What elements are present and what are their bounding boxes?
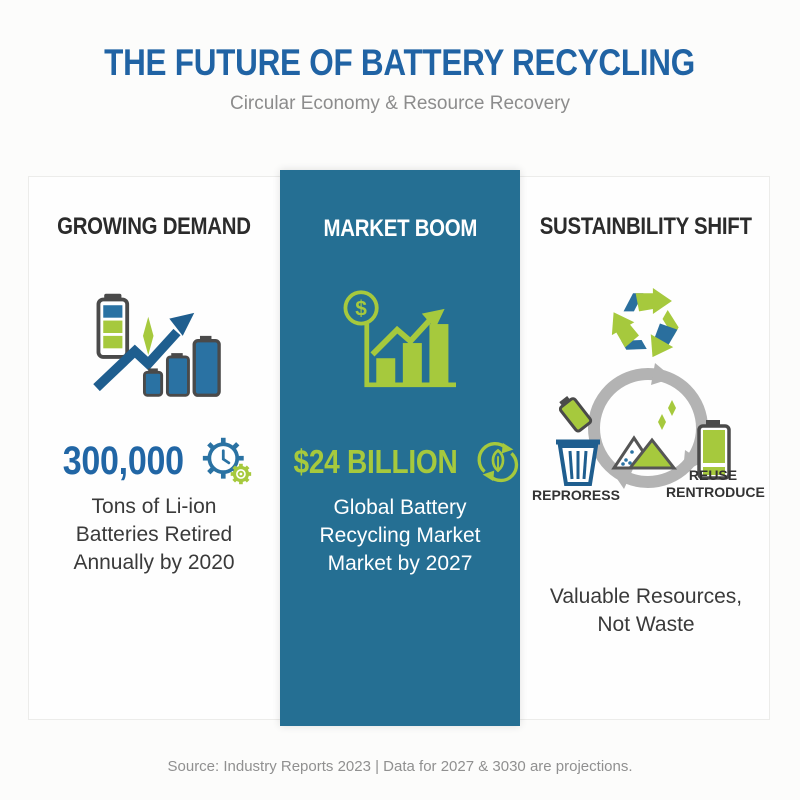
market-boom-heading: MARKET BOOM <box>323 215 477 242</box>
growing-demand-heading: GROWING DEMAND <box>57 213 251 240</box>
growing-demand-description: Tons of Li-ion Batteries Retired Annuall… <box>73 495 235 574</box>
column-growing-demand: GROWING DEMAND 300,000 <box>28 176 280 720</box>
cycle-label-reuse-reintroduce: REUSE RENTRODUCE <box>666 467 765 500</box>
battery-lifecycle-icon <box>556 363 731 489</box>
dollar-bar-chart-icon: $ <box>343 290 456 388</box>
column-sustainability-shift: SUSTAINBILITY SHIFT <box>522 176 770 720</box>
cycle-label-reprocess: REPRORESS <box>532 487 620 503</box>
battery-growth-chart-icon <box>93 293 221 397</box>
dollar-sign: $ <box>355 298 367 321</box>
discarded-battery-icon <box>558 396 593 433</box>
column-market-boom: MARKET BOOM $ $24 BILLION Global Batter <box>280 170 520 726</box>
sustainability-shift-heading: SUSTAINBILITY SHIFT <box>540 213 753 240</box>
page-title-text: THE FUTURE OF BATTERY RECYCLING <box>104 42 696 83</box>
sustainability-shift-description: Valuable Resources, Not Waste <box>549 585 743 636</box>
stat-300000: 300,000 <box>62 438 184 483</box>
growing-demand-stat: 300,000 <box>52 435 257 487</box>
gear-clock-icon <box>203 437 252 485</box>
recycle-triangle-icon <box>611 288 679 358</box>
leaf-recycle-icon <box>477 442 519 483</box>
battery-lifecycle-diagram: REPRORESS REUSE RENTRODUCE <box>526 360 766 535</box>
market-boom-stat: $24 BILLION <box>279 438 522 486</box>
page-title: THE FUTURE OF BATTERY RECYCLING <box>0 42 800 84</box>
market-boom-description: Global Battery Recycling Market Market b… <box>319 496 481 575</box>
page-subtitle: Circular Economy & Resource Recovery <box>229 93 570 114</box>
stat-24-billion: $24 BILLION <box>293 443 457 480</box>
source-note: Source: Industry Reports 2023 | Data for… <box>167 758 633 775</box>
